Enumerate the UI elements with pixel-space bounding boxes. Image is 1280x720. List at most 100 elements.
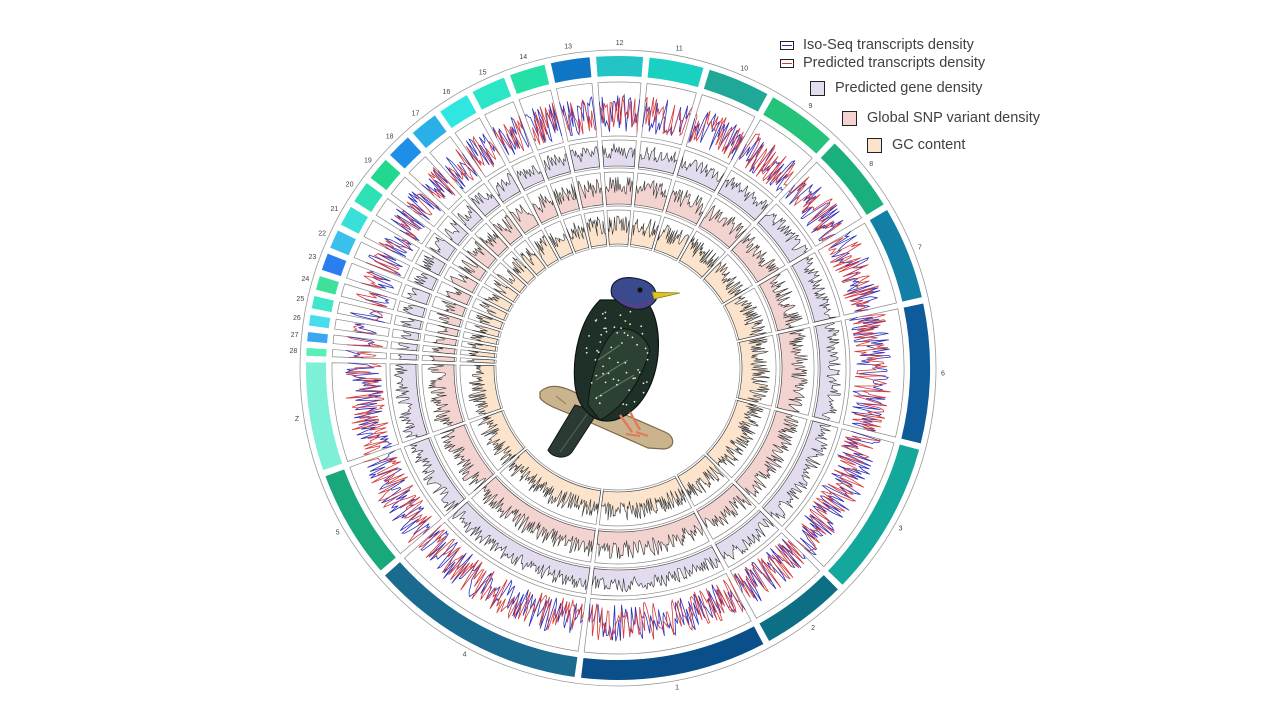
gc-content-track-frame-21 [477, 285, 515, 313]
gene-density-track-area-1 [591, 546, 721, 593]
chromosome-label-16: 16 [443, 89, 451, 96]
iso-seq-line-25 [350, 311, 385, 323]
plumage-speckle [623, 332, 626, 334]
transcript-density-track-frame-16 [454, 117, 507, 178]
gc-content-track-area-19 [496, 269, 527, 293]
predicted-line-19 [406, 193, 439, 216]
gene-density-track-frame-28 [389, 352, 419, 361]
transcript-density-track-frame-1 [583, 572, 752, 655]
chromosome-label-13: 13 [564, 44, 572, 51]
gene-density-track-area-22 [414, 273, 438, 291]
chromosome-block-Z [306, 362, 343, 471]
chromosome-block-18 [390, 137, 422, 169]
predicted-line-22 [368, 253, 400, 275]
gc-content-track-area-24 [472, 325, 500, 338]
chromosome-label-18: 18 [386, 134, 394, 141]
chromosome-block-10 [703, 69, 768, 112]
gc-content-track-frame-14 [562, 214, 590, 254]
transcript-density-track-frame-10 [685, 94, 756, 165]
plumage-speckle [595, 374, 598, 377]
gc-content-track-area-12 [607, 215, 630, 245]
gc-content-track-area-25 [470, 334, 498, 345]
chromosome-block-20 [354, 183, 383, 212]
snp-density-track-area-18 [479, 230, 508, 257]
chromosome-block-23 [321, 253, 347, 277]
snp-density-track-frame-6 [774, 327, 815, 416]
predicted-line-28 [348, 351, 377, 358]
gene-density-track-area-24 [402, 305, 426, 318]
predicted-line-7 [824, 237, 880, 311]
gene-density-track-area-5 [410, 437, 465, 512]
snp-density-track-frame-15 [526, 185, 560, 226]
predicted-line-Z [345, 363, 389, 455]
snp-density-track-area-3 [735, 410, 799, 498]
transcript-density-track-frame-15 [484, 101, 534, 164]
transcript-density-track-frame-28 [331, 349, 387, 360]
chromosome-label-4: 4 [463, 651, 467, 658]
chromosome-label-6: 6 [941, 371, 945, 378]
predicted-line-23 [362, 271, 384, 289]
gene-density-track-frame-19 [436, 215, 470, 247]
gene-density-track-area-4 [452, 501, 591, 591]
legend-snp-swatch [842, 110, 857, 126]
iso-seq-line-13 [559, 96, 597, 136]
plumage-speckle [588, 335, 590, 337]
gene-density-track-frame-22 [407, 267, 439, 292]
chromosome-block-22 [330, 230, 356, 256]
iso-seq-line-5 [367, 450, 431, 535]
snp-density-track-frame-11 [634, 172, 673, 213]
plumage-speckle [585, 351, 588, 354]
snp-density-track-area-Z [427, 364, 464, 427]
plumage-speckle [632, 377, 635, 380]
chromosome-label-11: 11 [676, 46, 683, 53]
plumage-speckle [641, 332, 644, 335]
gc-content-track-frame-11 [629, 210, 662, 252]
predicted-line-15 [492, 115, 525, 152]
transcript-density-track-frame-18 [408, 156, 463, 211]
snp-density-track-frame-16 [505, 196, 540, 236]
gene-density-track-area-18 [457, 205, 483, 231]
predicted-line-25 [370, 308, 383, 321]
gene-density-track-area-8 [757, 212, 808, 263]
legend-iso-seq: Iso-Seq transcripts density [780, 36, 985, 54]
plumage-speckle [638, 371, 641, 374]
gc-content-track-area-18 [512, 257, 535, 284]
plumage-speckle [590, 382, 593, 384]
gc-content-track-area-20 [493, 279, 519, 303]
gc-content-track-area-Z [468, 365, 502, 415]
plumage-speckle [610, 346, 613, 349]
snp-density-track-frame-19 [462, 236, 498, 270]
snp-density-track-area-12 [605, 176, 634, 205]
iso-seq-line-4 [420, 525, 583, 633]
plumage-speckle [622, 403, 625, 405]
gene-density-track-area-2 [715, 510, 775, 560]
snp-density-track-frame-13 [575, 172, 604, 211]
snp-density-track-frame-20 [451, 251, 488, 282]
predicted-line-12 [599, 96, 638, 133]
chromosome-block-2 [759, 575, 838, 641]
snp-density-track-frame-27 [422, 345, 458, 355]
plumage-speckle [625, 403, 628, 406]
gene-density-track-area-20 [429, 237, 456, 261]
plumage-speckle [616, 383, 618, 386]
chromosome-block-27 [307, 332, 328, 344]
predicted-line-9 [738, 133, 796, 187]
transcript-density-track-frame-25 [336, 301, 393, 324]
gene-density-track-frame-27 [390, 341, 420, 352]
plumage-speckle [605, 330, 608, 333]
snp-density-track-area-24 [436, 312, 462, 328]
gc-content-track-area-8 [703, 261, 749, 304]
plumage-speckle [642, 382, 645, 385]
iso-seq-line-16 [465, 133, 500, 166]
snp-density-track-frame-24 [427, 309, 464, 328]
gc-content-track-area-10 [654, 224, 689, 260]
iso-seq-line-6 [849, 316, 892, 431]
plumage-speckle [629, 310, 632, 313]
gene-density-track-frame-1 [590, 544, 725, 597]
chromosome-label-9: 9 [808, 103, 812, 110]
predicted-line-17 [448, 149, 476, 183]
gc-content-track-frame-6 [735, 334, 777, 407]
gc-content-track-frame-18 [502, 250, 537, 286]
snp-density-track-area-15 [532, 193, 559, 224]
plumage-speckle [631, 336, 634, 339]
